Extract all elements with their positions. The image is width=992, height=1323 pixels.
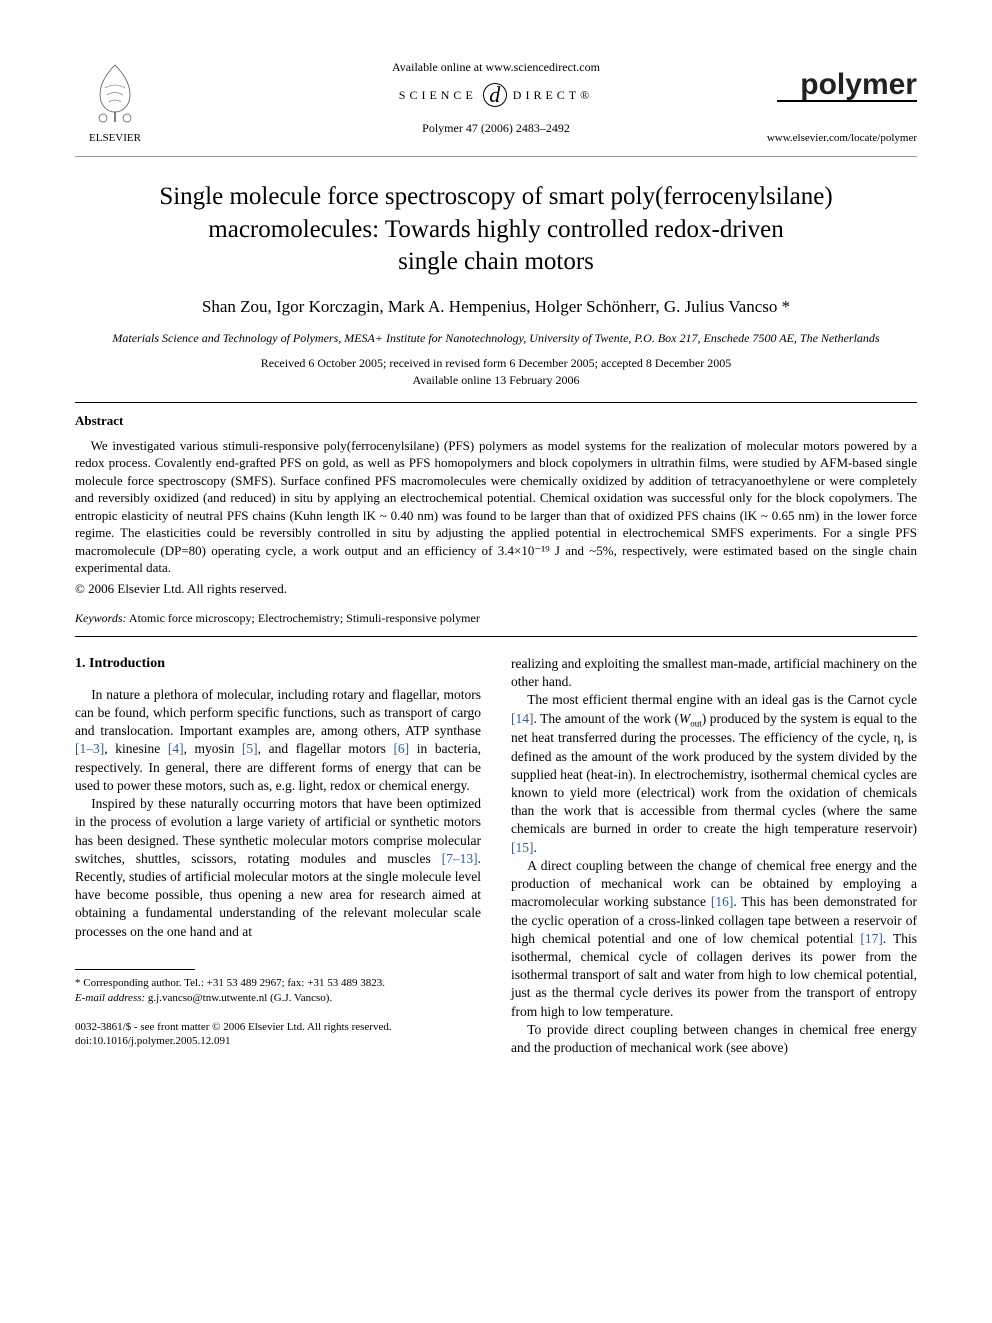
citation[interactable]: [17] (860, 931, 883, 946)
front-matter-line: 0032-3861/$ - see front matter © 2006 El… (75, 1020, 481, 1035)
affiliation-line: Materials Science and Technology of Poly… (75, 331, 917, 346)
intro-paragraph-1: In nature a plethora of molecular, inclu… (75, 686, 481, 795)
sd-at-icon: d (483, 83, 507, 107)
footnote-corr: * Corresponding author. Tel.: +31 53 489… (75, 976, 481, 991)
elsevier-logo-block: ELSEVIER (75, 60, 155, 144)
intro-paragraph-cont: realizing and exploiting the smallest ma… (511, 655, 917, 691)
sd-word-left: SCIENCE (399, 88, 477, 103)
elsevier-tree-icon (85, 60, 145, 125)
header-rule (75, 156, 917, 157)
intro-paragraph-2: Inspired by these naturally occurring mo… (75, 795, 481, 941)
keywords-label: Keywords: (75, 611, 127, 625)
abstract-body: We investigated various stimuli-responsi… (75, 437, 917, 577)
corresponding-author-footnote: * Corresponding author. Tel.: +31 53 489… (75, 976, 481, 1006)
abstract-bottom-rule (75, 636, 917, 637)
title-line-1: Single molecule force spectroscopy of sm… (159, 183, 832, 210)
citation[interactable]: [5] (242, 741, 258, 756)
journal-brand-word: polymer (767, 68, 917, 102)
citation[interactable]: [4] (168, 741, 184, 756)
left-column: 1. Introduction In nature a plethora of … (75, 655, 481, 1057)
right-column: realizing and exploiting the smallest ma… (511, 655, 917, 1057)
copyright-line: © 2006 Elsevier Ltd. All rights reserved… (75, 581, 917, 597)
citation[interactable]: [15] (511, 840, 534, 855)
sd-word-right: DIRECT® (513, 88, 593, 103)
citation[interactable]: [7–13] (442, 851, 478, 866)
title-line-2: macromolecules: Towards highly controlle… (208, 216, 783, 243)
section-heading-intro: 1. Introduction (75, 655, 481, 674)
available-online-line: Available online 13 February 2006 (75, 373, 917, 388)
citation[interactable]: [6] (393, 741, 409, 756)
email-address[interactable]: g.j.vancso@tnw.utwente.nl (G.J. Vancso). (145, 992, 332, 1004)
title-line-3: single chain motors (398, 248, 594, 275)
journal-url[interactable]: www.elsevier.com/locate/polymer (767, 132, 917, 144)
abstract-heading: Abstract (75, 413, 917, 429)
email-label: E-mail address: (75, 992, 145, 1004)
keywords-text: Atomic force microscopy; Electrochemistr… (127, 611, 480, 625)
article-title: Single molecule force spectroscopy of sm… (75, 181, 917, 279)
doi-line: doi:10.1016/j.polymer.2005.12.091 (75, 1034, 481, 1049)
body-columns: 1. Introduction In nature a plethora of … (75, 655, 917, 1057)
citation[interactable]: [1–3] (75, 741, 104, 756)
journal-brand-block: polymer www.elsevier.com/locate/polymer (767, 68, 917, 144)
abstract-top-rule (75, 402, 917, 403)
footnote-separator (75, 969, 195, 970)
dates-line: Received 6 October 2005; received in rev… (75, 356, 917, 371)
keywords-line: Keywords: Atomic force microscopy; Elect… (75, 611, 917, 626)
footnote-email: E-mail address: g.j.vancso@tnw.utwente.n… (75, 991, 481, 1006)
authors-line: Shan Zou, Igor Korczagin, Mark A. Hempen… (75, 297, 917, 317)
bottom-meta: 0032-3861/$ - see front matter © 2006 El… (75, 1020, 481, 1050)
intro-paragraph-3: The most efficient thermal engine with a… (511, 691, 917, 857)
intro-paragraph-5: To provide direct coupling between chang… (511, 1021, 917, 1057)
intro-paragraph-4: A direct coupling between the change of … (511, 857, 917, 1021)
elsevier-label: ELSEVIER (75, 132, 155, 144)
page-header: ELSEVIER Available online at www.science… (75, 60, 917, 136)
citation[interactable]: [14] (511, 711, 534, 726)
citation[interactable]: [16] (711, 894, 734, 909)
sciencedirect-logo: SCIENCE d DIRECT® (399, 83, 593, 107)
